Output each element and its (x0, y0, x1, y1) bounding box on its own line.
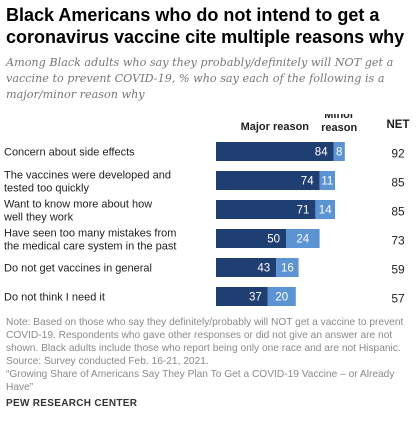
value-label-major: 71 (297, 205, 310, 217)
value-label-major: 37 (249, 292, 262, 304)
bar-major (216, 171, 320, 190)
value-label-minor: 8 (336, 147, 342, 159)
category-label: Do not think I need it (4, 292, 105, 304)
source-name: PEW RESEARCH CENTER (6, 398, 138, 409)
net-value: 92 (391, 147, 405, 161)
net-value: 57 (391, 292, 405, 306)
legend-major-label: Major reason (241, 121, 310, 133)
bar-minor (286, 229, 320, 248)
bar-minor (276, 258, 299, 277)
bar-minor (267, 287, 296, 306)
category-label-line2: tested too quickly (4, 183, 89, 195)
legend-minor-label: Minor (324, 114, 355, 121)
value-label-minor: 20 (275, 292, 288, 304)
category-label: The vaccines were developed and (4, 170, 171, 182)
chart-subtitle: Among Black adults who say they probably… (6, 56, 394, 101)
value-label-major: 50 (267, 234, 280, 246)
bar-minor (319, 171, 335, 190)
legend-minor-label-line2: reason (321, 122, 357, 134)
net-value: 59 (391, 263, 405, 277)
bar-minor (333, 142, 345, 161)
net-value: 85 (391, 176, 405, 190)
category-label: Have seen too many mistakes from (4, 228, 176, 240)
bar-minor (315, 200, 335, 219)
category-label: Concern about side effects (4, 147, 135, 159)
value-label-minor: 11 (321, 176, 333, 188)
net-header: NET (387, 119, 410, 131)
bar-major (216, 200, 316, 219)
category-label-line2: well they work (3, 212, 74, 224)
value-label-minor: 24 (296, 234, 309, 246)
value-label-major: 43 (257, 263, 270, 275)
net-value: 73 (391, 234, 405, 248)
bar-major (216, 229, 286, 248)
value-label-major: 84 (315, 147, 328, 159)
value-label-minor: 16 (281, 263, 294, 275)
bar-major (216, 258, 277, 277)
value-label-minor: 14 (319, 205, 332, 217)
category-label-line2: the medical care system in the past (4, 241, 176, 253)
bar-major (216, 142, 334, 161)
chart-note: Note: Based on those who say they defini… (6, 317, 404, 393)
value-label-major: 74 (301, 176, 314, 188)
chart-title: Black Americans who do not intend to get… (6, 5, 405, 47)
bar-major (216, 287, 268, 306)
net-value: 85 (391, 205, 405, 219)
category-label: Do not get vaccines in general (4, 263, 152, 275)
category-label: Want to know more about how (4, 199, 152, 211)
